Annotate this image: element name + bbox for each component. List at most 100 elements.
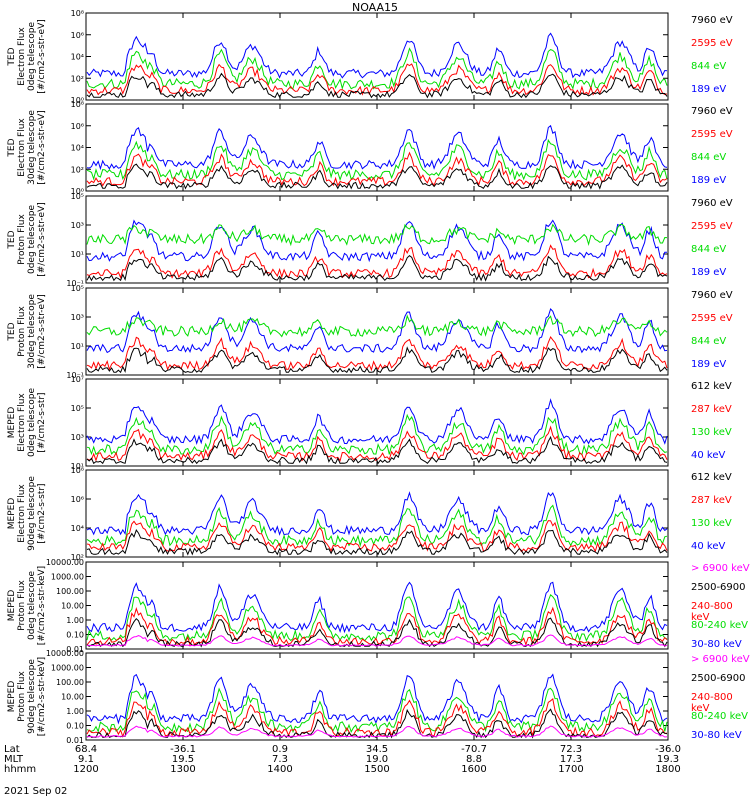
footer-row-value: 7.3 [272,754,288,765]
series-line-green [86,687,668,734]
y-tick-label: 10³ [71,313,84,322]
legend-entry: 30-80 keV [691,730,742,741]
y-axis-label: Proton Flux [17,214,27,265]
series-line-black [86,254,668,282]
series-line-blue [86,219,667,263]
y-axis-label: MEPED [7,498,17,530]
y-tick-label: 1000.00 [51,573,84,582]
legend-entry: 612 keV [691,381,732,392]
y-tick-label: 10.00 [61,693,84,702]
y-tick-label: 1.00 [66,616,84,625]
series-line-blue [86,308,668,354]
y-tick-label: 10¹ [71,250,84,259]
y-axis-label: [#/cm2-s-str-eV] [37,294,47,369]
footer-row-value: 1200 [73,764,99,775]
legend-entry: 189 eV [691,267,727,278]
y-tick-label: 10⁶ [71,122,84,131]
footer-row-value: 1300 [170,764,196,775]
y-tick-label: 10² [71,553,84,562]
y-axis-label: [#/cm2-s-str] [37,392,47,452]
series-line-blue [86,491,668,536]
series-line-blue [86,124,668,171]
series-line-blue [86,398,668,445]
y-axis-label: MEPED [7,590,17,622]
series-line-magenta [86,634,668,647]
legend-entry: 844 eV [691,61,727,72]
y-tick-label: 10³ [71,433,84,442]
y-tick-label: 10⁸ [71,9,84,18]
footer-row-value: 1800 [655,764,681,775]
y-axis-label: TED [7,47,17,66]
y-tick-label: 10⁸ [71,466,84,475]
legend-entry: 844 eV [691,336,727,347]
legend-entry: 2595 eV [691,129,733,140]
y-axis-label: Electron Flux [17,27,27,86]
footer-row-value: 19.5 [171,754,195,765]
y-tick-label: 0.01 [66,645,84,654]
panel-3: 10⁻¹ 10¹ 10³ 10⁵ TED Proton Flux 0deg telescop… [7,192,669,288]
footer-row-label: hhmm [4,764,37,775]
legend-entry: 189 eV [691,175,727,186]
y-axis-label: Proton Flux [17,671,27,722]
legend-entry: 844 eV [691,152,727,163]
footer-row-label: MLT [4,754,23,765]
y-tick-label: 10⁻¹ [66,279,84,288]
footer-row-value: 17.3 [559,754,583,765]
y-tick-label: 10⁵ [71,192,84,201]
footer-row-value: 1400 [267,764,293,775]
y-tick-label: 10⁻¹ [66,371,84,380]
series-line-green [86,504,668,548]
legend-entry: 40 keV [691,541,726,552]
footer-date: 2021 Sep 02 [4,786,68,797]
footer-row-value: -36.0 [655,744,681,755]
footer-row-value: 1600 [461,764,487,775]
y-tick-label: 10000.00 [46,649,84,658]
y-tick-label: 10000.00 [46,558,84,567]
legend-entry: 240-800 keV [691,692,733,714]
series-line-green [86,47,668,91]
series-line-blue [86,581,668,634]
series-line-green [86,138,668,182]
y-axis-label: [#/cm2-s-str-keV] [37,566,47,645]
legend-entry: 40 keV [691,450,726,461]
series-line-magenta [86,725,668,738]
y-tick-label: 100.00 [56,587,84,596]
legend-entry: 7960 eV [691,198,733,209]
y-axis-label: TED [7,138,17,157]
legend-entry: 240-800 keV [691,601,733,623]
y-axis-label: Proton Flux [17,306,27,357]
y-tick-label: 10⁰ [71,187,84,196]
series-line-black [86,163,668,190]
y-tick-label: 10⁶ [71,495,84,504]
legend-entry: 30-80 keV [691,639,742,650]
footer-row-label: Lat [4,744,20,755]
y-axis-label: [#/cm2-s-str-keV] [37,657,47,736]
panel-frame [85,12,669,101]
y-tick-label: 100.00 [56,678,84,687]
legend-entry: 2595 eV [691,313,733,324]
y-axis-label: 0deg telescope [27,22,37,92]
y-axis-label: Electron Flux [17,484,27,543]
series-line-black [86,708,668,739]
footer-row-value: 19.3 [656,754,680,765]
y-tick-label: 1.00 [66,707,84,716]
legend-entry: 2500-6900 [691,582,746,593]
panel-frame [85,195,669,284]
y-tick-label: 10² [71,74,84,83]
y-tick-label: 10⁵ [71,404,84,413]
legend-entry: 7960 eV [691,290,733,301]
y-tick-label: 10² [71,165,84,174]
y-axis-label: [#/cm2-s-str-eV] [37,110,47,185]
y-axis-label: 0deg telescope [27,571,37,641]
series-line-green [86,413,668,456]
y-axis-label: 0deg telescope [27,205,37,275]
y-tick-label: 10³ [71,221,84,230]
y-tick-label: 10⁷ [71,375,84,384]
panel-8: 0.01 0.10 1.00 10.00 100.00 1000.00 10000.00 ME… [7,649,669,745]
series-line-black [86,346,668,374]
legend-entry: 80-240 keV [691,711,749,722]
y-tick-label: 0.10 [66,631,84,640]
series-line-green [86,223,668,247]
chart-title: NOAA15 [351,1,399,14]
legend-entry: 2595 eV [691,38,733,49]
